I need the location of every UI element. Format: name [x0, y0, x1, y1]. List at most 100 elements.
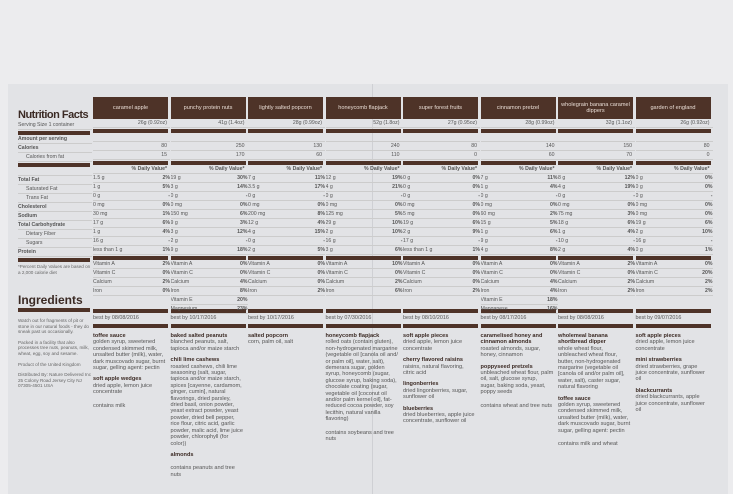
nutrient-dv: 4% [627, 229, 636, 235]
vitamin-name: Calcium [93, 279, 112, 285]
nutrient-row: 0 mg 0% [480, 201, 558, 210]
nutrient-row: 3 g 14% [170, 183, 248, 192]
nutrition-facts-title: Nutrition Facts [18, 109, 89, 121]
ingredient-text: whole wheat flour, unbleached wheat flou… [558, 345, 625, 391]
vitamin-name: Iron [635, 288, 645, 294]
nutrient-row: less than 1 g 1% [93, 246, 170, 255]
vitamin-name: Iron [480, 288, 490, 294]
vitamin-dv: 0% [240, 261, 248, 267]
calories-from-fat: 0 [635, 151, 713, 160]
nutrient-amount: 0 mg [248, 202, 260, 208]
vitamin-row: Calcium 2% [325, 278, 403, 287]
divider [93, 324, 168, 328]
divider [635, 256, 711, 260]
vitamin-dv: 0% [395, 270, 403, 276]
notes: Watch out for fragments of pit or stone … [18, 318, 92, 389]
spacer [403, 133, 480, 142]
nutrient-amount: 0 g [635, 193, 643, 199]
calories-from-fat: 110 [325, 151, 403, 160]
product-column-lightly-salted-popcorn: lightly salted popcorn 28g (0.99oz) 130 60%… [248, 97, 325, 346]
nutrient-dv: 0% [627, 202, 636, 208]
best-by-date: best by 09/07/2016 [635, 315, 682, 321]
nutrient-dv: 6% [705, 220, 713, 226]
nutrient-row: 0 g- [248, 237, 325, 246]
nutrient-dv: 11% [547, 175, 558, 181]
vitamin-name: Manganese [480, 306, 508, 312]
vitamin-dv: 0% [550, 261, 558, 267]
nutrient-row: 0 mg 0% [93, 201, 170, 210]
divider [325, 161, 401, 165]
vitamin-name: Vitamin C [558, 270, 581, 276]
divider [403, 324, 478, 328]
vitamin-name: Vitamin A [170, 261, 193, 267]
ingredients-list: salted popcorn corn, palm oil, salt [248, 333, 325, 346]
nutrient-amount: 0 mg [480, 202, 493, 208]
nutrient-dv: 2% [162, 175, 171, 181]
vitamin-dv: 0% [472, 270, 481, 276]
spacer [18, 167, 92, 176]
vitamin-dv: 2% [705, 279, 713, 285]
calories-fat-label: Calories from fat [18, 153, 92, 162]
product-column-caramel-apple: caramel apple 26g (0.92oz) 80 15 % Daily Val… [93, 97, 170, 409]
ingredient-title: soft apple pieces [403, 333, 449, 339]
nutrient-dv: 11% [314, 175, 325, 181]
divider [248, 324, 323, 328]
vitamin-row: Magnesium 23% [170, 305, 248, 314]
nutrient-label: Saturated Fat [18, 185, 92, 194]
vitamin-row: Iron 2% [403, 287, 480, 296]
best-by-date: best by 08/17/2016 [480, 315, 527, 321]
vitamin-dv: 16% [547, 306, 558, 312]
vitamin-dv: 0% [550, 270, 558, 276]
vitamin-dv: 4% [550, 288, 558, 294]
nutrient-row: 4 g 8% [480, 246, 558, 255]
nutrient-row: 16 g- [325, 237, 403, 246]
vitamin-name: Iron [248, 288, 257, 294]
vitamins: Vitamin A 0% Vitamin C 20% Calcium 2% Iron 2% [635, 260, 713, 308]
nutrient-amount: 3 g [170, 229, 178, 235]
ingredient-text: dried lingonberries, sugar, sunflower oi… [403, 387, 468, 401]
nutrient-amount: 75 mg [558, 211, 573, 217]
vitamin-row: Vitamin C 0% [480, 269, 558, 278]
nutrient-amount: 125 mg [325, 211, 343, 217]
vitamin-name: Vitamin C [170, 270, 193, 276]
nutrient-amount: 0 g [248, 193, 256, 199]
nutrient-amount: 0 g [635, 247, 643, 253]
divider [93, 161, 168, 165]
vitamin-row: Vitamin C 0% [403, 269, 480, 278]
nutrient-labels: Total Fat Saturated Fat Trans Fat Cholester… [18, 176, 92, 257]
nutrient-amount: 12 g [248, 220, 259, 226]
divider [170, 161, 246, 165]
nutrient-row: 19 g 6% [403, 219, 480, 228]
vitamin-row: Vitamin C 0% [170, 269, 248, 278]
nutrient-dv: 30% [237, 175, 248, 181]
divider [93, 129, 168, 133]
nutrient-amount: 7 g [248, 175, 256, 181]
nutrient-dv: 0% [472, 175, 481, 181]
nutrient-amount: 0 g [325, 193, 333, 199]
ingredient-text: dried strawberries, grape juice concentr… [635, 363, 705, 383]
divider [248, 161, 323, 165]
nutrient-amount: 0 g [480, 193, 488, 199]
nutrient-amount: 0 g [635, 184, 643, 190]
divider [170, 309, 246, 313]
nutrition-leaflet [8, 84, 728, 494]
nutrient-dv: 6% [627, 220, 636, 226]
allergen-statement: contains peanuts and tree nuts [170, 465, 235, 478]
vitamin-row: Vitamin C 0% [325, 269, 403, 278]
vitamin-dv: 2% [627, 261, 636, 267]
nutrient-row: 16 g- [93, 237, 170, 246]
product-name: super forest fruits [403, 97, 478, 119]
vitamin-row: Calcium 4% [480, 278, 558, 287]
divider [248, 256, 323, 260]
nutrient-row: 9 g 3% [170, 219, 248, 228]
allergen-statement: contains soybeans and tree nuts [325, 429, 394, 443]
divider [480, 256, 556, 260]
vitamin-name: Iron [403, 288, 412, 294]
spacer [635, 133, 713, 142]
nutrient-amount: 1.5 g [93, 175, 105, 181]
nutrient-row: 3 g 6% [325, 246, 403, 255]
paper-fold [372, 84, 373, 494]
nutrient-dv: 6% [550, 229, 558, 235]
vitamin-name: Vitamin A [558, 261, 580, 267]
daily-value-header: % Daily Value* [93, 165, 170, 174]
